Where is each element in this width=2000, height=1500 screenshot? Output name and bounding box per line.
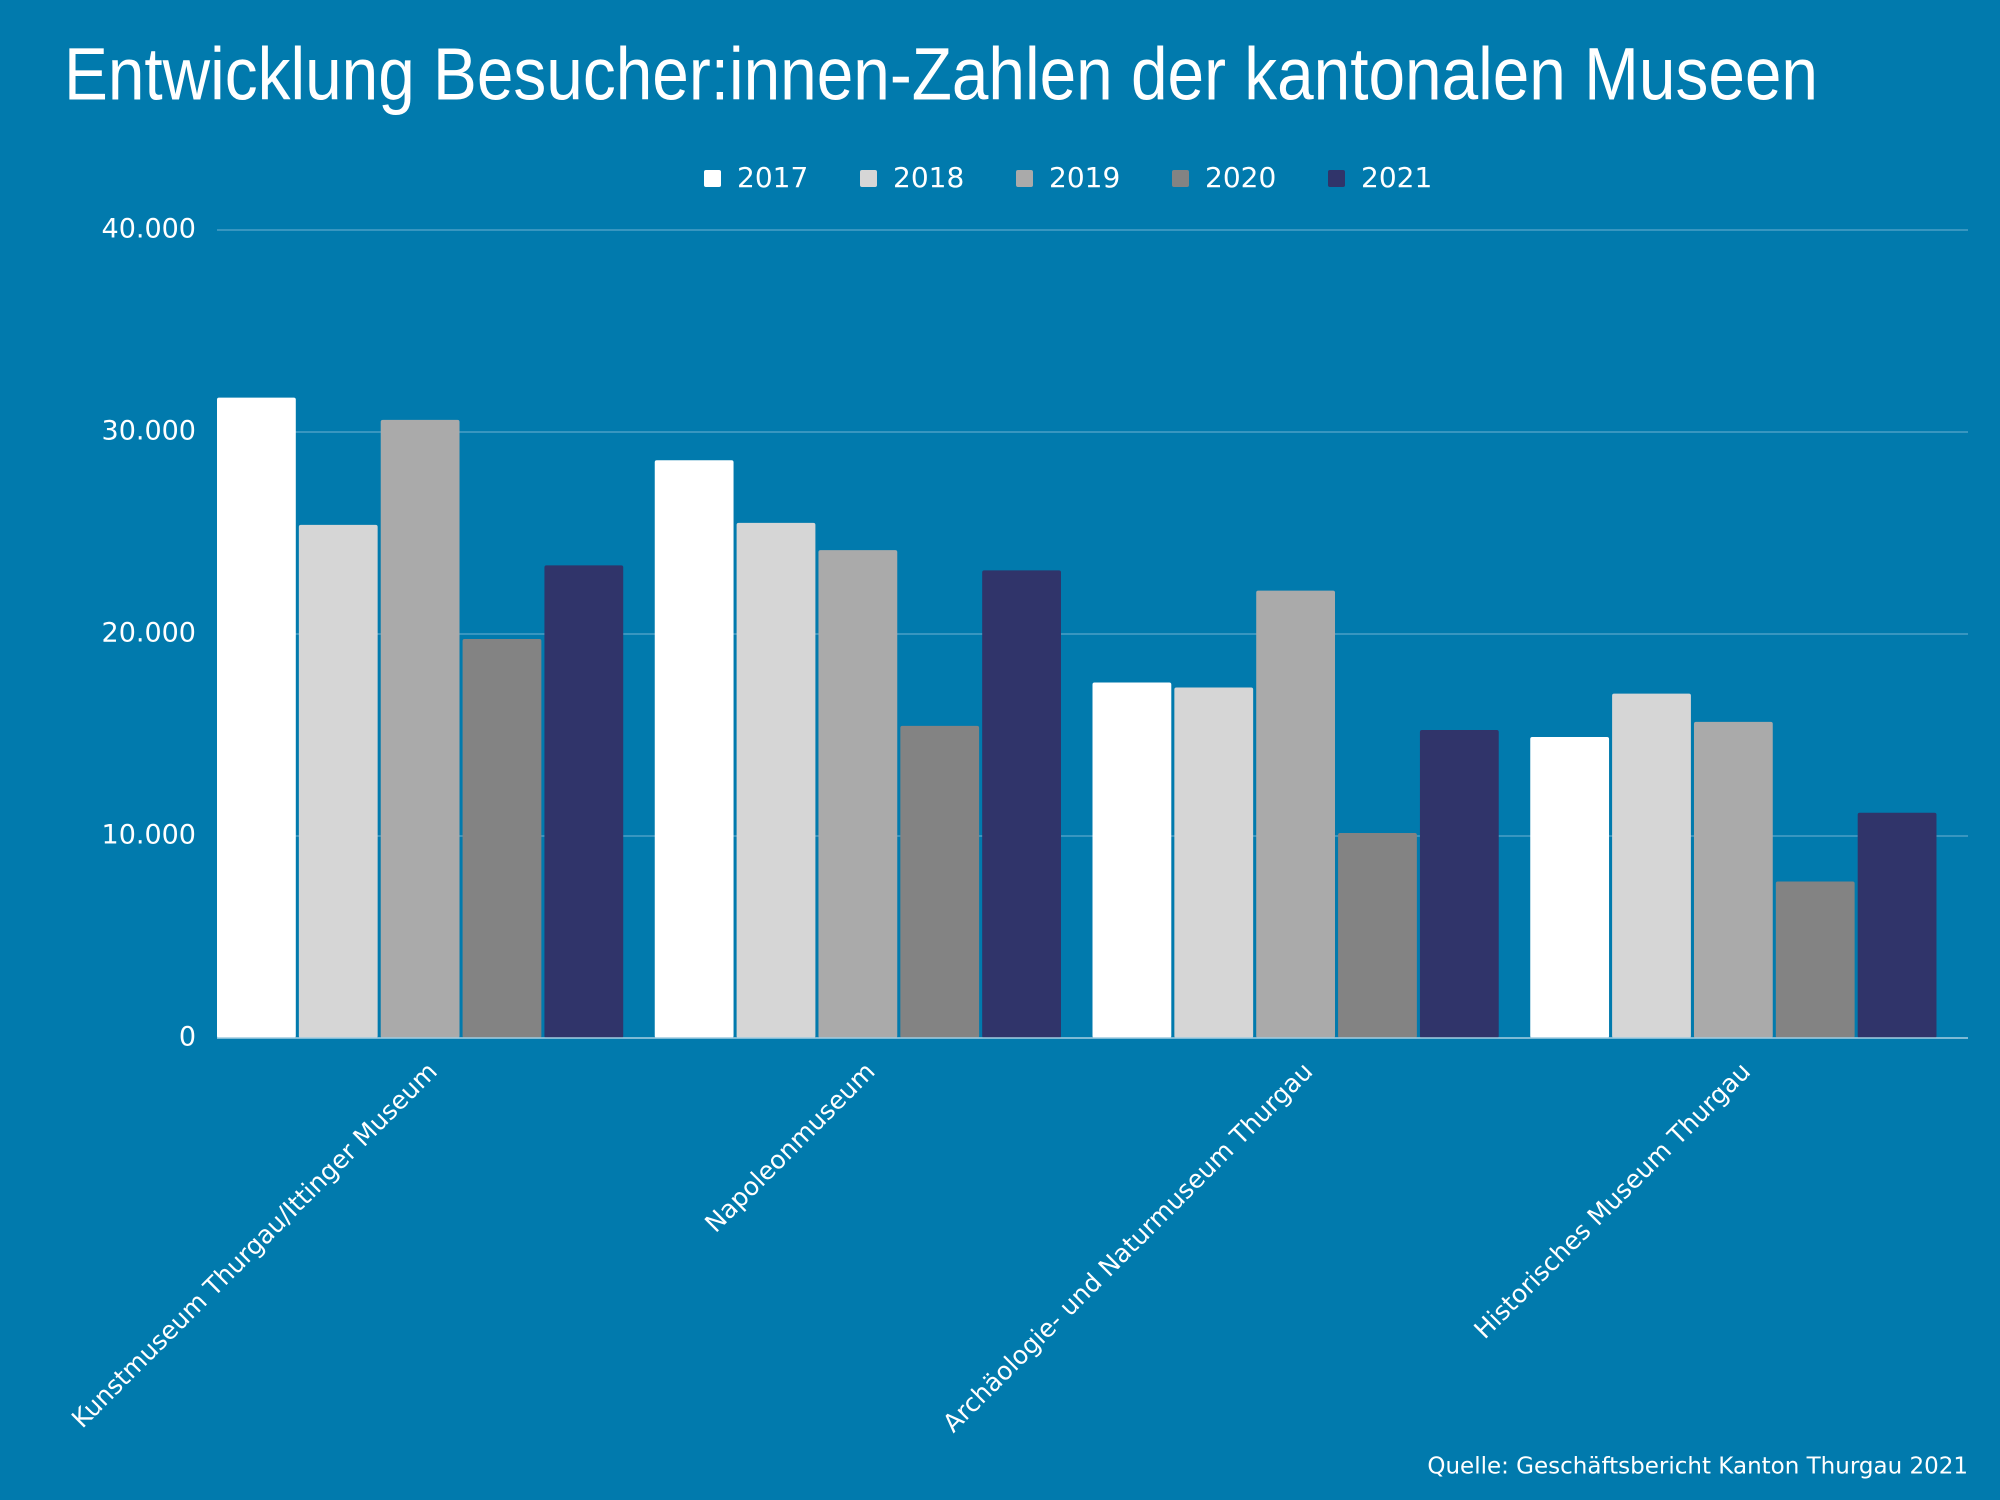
bar [298,524,378,1038]
legend-swatch [704,170,721,187]
legend-swatch [1016,170,1033,187]
bar [544,565,624,1038]
legend-swatch [1328,170,1345,187]
bar [1419,729,1499,1038]
y-tick-label: 20.000 [102,618,196,649]
bar [462,639,542,1038]
legend-label: 2021 [1361,161,1432,194]
bar [1612,693,1691,1038]
bar [380,419,460,1038]
bar [1857,812,1937,1038]
y-tick-label: 30.000 [102,416,196,447]
legend-label: 2019 [1049,161,1120,194]
legend-label: 2018 [893,161,964,194]
bar [1693,721,1773,1038]
bar [1775,881,1855,1038]
legend-label: 2017 [737,161,808,194]
bar [982,570,1061,1038]
bar [1174,687,1254,1038]
y-tick-label: 0 [179,1022,196,1053]
bar [1092,682,1172,1038]
bar [818,550,898,1038]
bar [1256,590,1336,1038]
bar [736,522,816,1038]
bar [654,460,734,1038]
chart-title: Entwicklung Besucher:innen-Zahlen der ka… [64,33,1818,116]
legend-label: 2020 [1205,161,1276,194]
legend-swatch [860,170,877,187]
bar [1530,737,1610,1038]
y-tick-label: 10.000 [102,820,196,851]
bar [1338,832,1417,1038]
source-note: Quelle: Geschäftsbericht Kanton Thurgau … [1427,1454,1968,1480]
y-tick-label: 40.000 [102,214,196,245]
bar [900,725,980,1038]
bar [217,397,296,1038]
legend-swatch [1172,170,1189,187]
